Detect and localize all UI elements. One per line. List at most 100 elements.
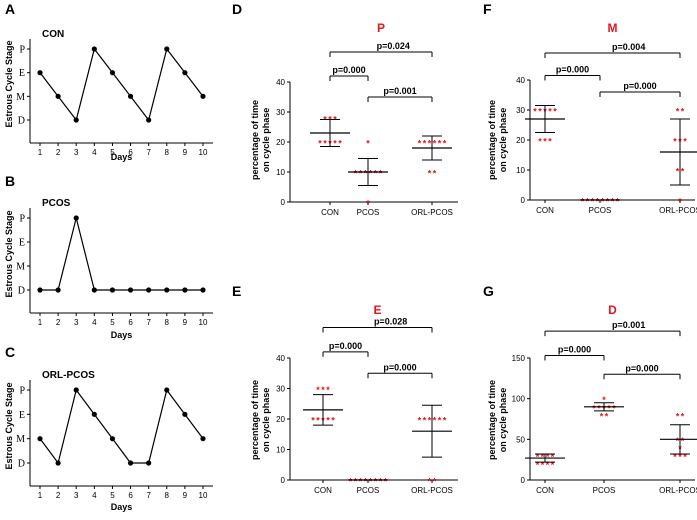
x-tick-label: 10 bbox=[199, 318, 208, 327]
data-point: * bbox=[366, 139, 370, 149]
x-tick-label: 6 bbox=[128, 318, 133, 327]
data-point bbox=[182, 287, 188, 293]
data-point: * bbox=[379, 169, 383, 179]
data-point: * bbox=[331, 416, 335, 426]
data-point: * bbox=[374, 477, 378, 487]
data-point bbox=[200, 93, 206, 99]
y-tick-label: D bbox=[18, 459, 25, 470]
data-point bbox=[200, 287, 206, 293]
data-point bbox=[109, 436, 116, 442]
data-point: * bbox=[678, 197, 682, 207]
y-tick-label: 50 bbox=[516, 435, 525, 444]
x-tick-label: 1 bbox=[38, 491, 43, 500]
series-line bbox=[40, 217, 203, 291]
data-point: * bbox=[418, 139, 422, 149]
x-tick-label: 1 bbox=[38, 318, 43, 327]
data-point: * bbox=[443, 139, 447, 149]
data-point: * bbox=[538, 137, 542, 147]
data-point: * bbox=[681, 411, 685, 421]
data-point: * bbox=[676, 436, 680, 446]
p-value-label: p=0.000 bbox=[383, 362, 416, 372]
data-point: * bbox=[602, 395, 606, 405]
data-point bbox=[37, 70, 43, 76]
y-tick-label: D bbox=[18, 286, 25, 297]
x-tick-label: ORL-PCOS bbox=[411, 486, 453, 495]
x-tick-label: CON bbox=[321, 208, 339, 217]
data-point: * bbox=[379, 477, 383, 487]
data-point: * bbox=[538, 107, 542, 117]
data-point: * bbox=[683, 137, 687, 147]
data-point bbox=[200, 436, 206, 442]
x-tick-label: CON bbox=[314, 486, 332, 495]
data-point: * bbox=[606, 197, 610, 207]
x-tick-label: PCOS bbox=[589, 206, 612, 215]
data-point bbox=[127, 93, 134, 99]
series-line bbox=[39, 388, 204, 465]
data-point: * bbox=[433, 139, 437, 149]
panel-c: C ORL-PCOS D M E P 1 2 3 4 5 6 7 8 9 10 Days Estrous Cycl… bbox=[4, 344, 213, 512]
panel-b: B PCOS D M E P 1 2 3 4 5 6 7 8 9 10 Days Estrous Cycle St… bbox=[4, 173, 213, 340]
data-point: * bbox=[673, 137, 677, 147]
x-tick-label: 7 bbox=[146, 148, 151, 157]
y-axis-label-line: on cycle phase bbox=[498, 388, 508, 453]
y-tick-label: 10 bbox=[276, 446, 285, 455]
data-point bbox=[127, 287, 134, 293]
data-point: * bbox=[433, 477, 437, 487]
data-point: * bbox=[418, 416, 422, 426]
y-axis-label: percentage of timeon cycle phase bbox=[250, 100, 271, 180]
data-point: * bbox=[612, 403, 616, 413]
y-tick-label: 0 bbox=[281, 198, 286, 207]
data-point bbox=[164, 287, 170, 293]
p-value-label: p=0.000 bbox=[558, 345, 591, 355]
data-point bbox=[73, 387, 79, 393]
data-point: * bbox=[326, 416, 330, 426]
data-point: * bbox=[553, 107, 557, 117]
y-tick-label: 30 bbox=[276, 385, 285, 394]
data-point bbox=[37, 436, 43, 442]
panel-f: F 0 10 20 30 40 percentage of timeon cycle pha… bbox=[483, 1, 697, 215]
y-tick-label: 0 bbox=[521, 196, 526, 205]
y-axis-label-line: percentage of time bbox=[487, 380, 497, 460]
y-tick-label: 10 bbox=[276, 168, 285, 177]
y-axis-label: percentage of timeon cycle phase bbox=[250, 380, 271, 460]
data-point: * bbox=[591, 197, 595, 207]
y-tick-label: P bbox=[19, 214, 25, 225]
x-tick-label: 8 bbox=[165, 318, 170, 327]
data-point: * bbox=[428, 169, 432, 179]
p-value-label: p=0.001 bbox=[383, 86, 416, 96]
y-tick-label: E bbox=[19, 410, 25, 421]
y-axis-label: percentage of timeon cycle phase bbox=[487, 380, 508, 460]
data-point bbox=[55, 287, 61, 293]
data-point: * bbox=[359, 477, 363, 487]
y-tick-label: 100 bbox=[512, 395, 526, 404]
data-point: * bbox=[326, 385, 330, 395]
p-value-label: p=0.001 bbox=[612, 320, 645, 330]
x-tick-label: 10 bbox=[199, 148, 208, 157]
data-point: * bbox=[600, 411, 604, 421]
panel-a: A CON D M E P 1 2 3 4 5 6 7 8 9 10 Days Estrous Cycle Sta… bbox=[4, 1, 213, 162]
data-point: * bbox=[546, 460, 550, 470]
x-tick-label: 3 bbox=[74, 491, 79, 500]
data-point bbox=[91, 46, 97, 52]
p-value-label: p=0.024 bbox=[377, 41, 410, 51]
x-tick-label: 9 bbox=[183, 318, 188, 327]
x-tick-label: 6 bbox=[128, 491, 133, 500]
data-point: * bbox=[596, 197, 600, 207]
panel-letter: C bbox=[5, 344, 15, 360]
x-tick-label: 6 bbox=[128, 148, 133, 157]
data-point bbox=[91, 411, 97, 417]
y-axis-label: percentage of timeon cycle phase bbox=[487, 100, 508, 180]
data-point: * bbox=[428, 477, 432, 487]
y-tick-label: 0 bbox=[281, 476, 286, 485]
data-point: * bbox=[433, 416, 437, 426]
data-point: * bbox=[354, 169, 358, 179]
y-tick-label: M bbox=[16, 92, 25, 103]
y-axis-label: Estrous Cycle Stage bbox=[4, 210, 14, 297]
data-point: * bbox=[338, 139, 342, 149]
data-point bbox=[109, 70, 116, 76]
data-point: * bbox=[364, 477, 368, 487]
y-tick-label: P bbox=[19, 386, 25, 397]
data-point bbox=[127, 460, 134, 466]
data-point: * bbox=[586, 197, 590, 207]
